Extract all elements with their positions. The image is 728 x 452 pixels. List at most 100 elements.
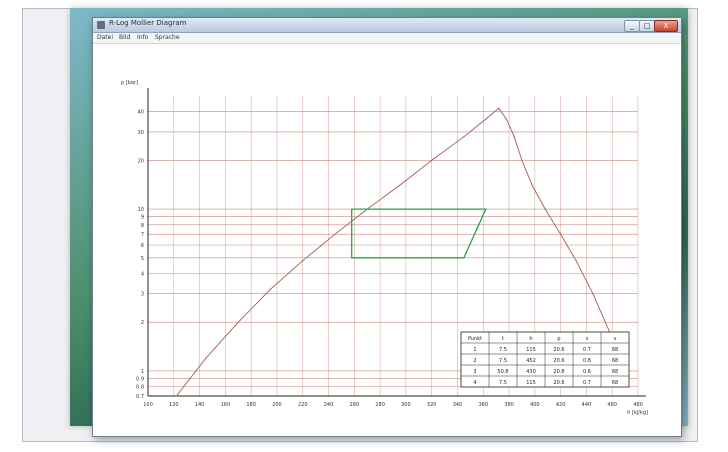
y-axis-label: p [bar] bbox=[121, 80, 138, 86]
x-tick-label: 400 bbox=[530, 402, 540, 408]
x-tick-label: 100 bbox=[143, 402, 153, 408]
series-point bbox=[485, 118, 487, 120]
series-point bbox=[269, 288, 272, 290]
point-table-cell: 0.7 bbox=[583, 347, 591, 353]
x-tick-label: 140 bbox=[195, 402, 205, 408]
point-table-header: Punkt bbox=[468, 336, 482, 342]
point-table-header: s bbox=[586, 336, 589, 342]
saturated-liquid-line bbox=[176, 107, 499, 397]
close-button[interactable]: X bbox=[654, 20, 678, 32]
series-point bbox=[560, 233, 562, 235]
y-tick-label: 6 bbox=[141, 243, 144, 249]
series-point bbox=[531, 184, 533, 187]
point-table-cell: 68 bbox=[612, 347, 618, 353]
x-tick-label: 320 bbox=[427, 402, 437, 408]
point-table-cell: 20.6 bbox=[553, 358, 564, 364]
point-table-cell: 20.6 bbox=[553, 380, 564, 386]
point-table-cell: 68 bbox=[612, 380, 618, 386]
menu-item-info[interactable]: Info bbox=[137, 34, 149, 41]
point-table-cell: 68 bbox=[612, 369, 618, 375]
y-tick-label: 7 bbox=[141, 232, 144, 238]
title-bar[interactable]: R-Log Mollier Diagram _ □ X bbox=[93, 18, 681, 33]
point-table-cell: 0.6 bbox=[583, 369, 591, 375]
series-point bbox=[513, 136, 515, 138]
point-table-cell: 7.5 bbox=[499, 380, 507, 386]
series-point bbox=[592, 293, 594, 295]
y-tick-label: 3 bbox=[141, 292, 144, 298]
x-tick-label: 380 bbox=[504, 402, 514, 408]
series-point bbox=[237, 321, 239, 323]
x-tick-label: 160 bbox=[221, 402, 231, 408]
point-table-cell: 115 bbox=[526, 347, 536, 353]
x-tick-label: 260 bbox=[350, 402, 360, 408]
menu-item-language[interactable]: Sprache bbox=[155, 34, 180, 41]
series-point bbox=[463, 257, 465, 259]
y-tick-label: 4 bbox=[141, 272, 144, 278]
series-point bbox=[175, 395, 177, 397]
application-window: R-Log Mollier Diagram _ □ X Datei Bild I… bbox=[92, 17, 682, 437]
y-tick-label: 2 bbox=[141, 320, 144, 326]
point-table-header: h bbox=[529, 336, 532, 342]
point-table-cell: 4 bbox=[473, 380, 476, 386]
x-tick-label: 440 bbox=[582, 402, 592, 408]
maximize-button[interactable]: □ bbox=[639, 20, 655, 32]
x-tick-label: 460 bbox=[607, 402, 617, 408]
y-tick-label: 0.9 bbox=[136, 376, 144, 382]
series-point bbox=[498, 107, 500, 109]
app-icon bbox=[97, 21, 105, 29]
x-tick-label: 180 bbox=[246, 402, 256, 408]
saturated-vapor-line bbox=[498, 108, 613, 339]
y-tick-label: 30 bbox=[138, 130, 144, 136]
y-tick-label: 1 bbox=[141, 369, 144, 375]
point-table-cell: 430 bbox=[526, 369, 536, 375]
point-table-cell: 0.8 bbox=[583, 358, 591, 364]
window-title: R-Log Mollier Diagram bbox=[109, 19, 187, 27]
minimize-button[interactable]: _ bbox=[624, 20, 640, 32]
point-table-cell: 3 bbox=[473, 369, 476, 375]
point-table-cell: 7.5 bbox=[499, 358, 507, 364]
point-table-cell: 68 bbox=[612, 358, 618, 364]
point-table-cell: 20.6 bbox=[553, 347, 564, 353]
y-tick-label: 8 bbox=[141, 223, 144, 229]
point-table-cell: 50.8 bbox=[497, 369, 508, 375]
x-tick-label: 360 bbox=[478, 402, 488, 408]
x-tick-label: 200 bbox=[272, 402, 282, 408]
x-tick-label: 480 bbox=[633, 402, 643, 408]
mollier-chart: 100 120 140 160 180 200 220 240 260 280 300 320 340 3… bbox=[121, 80, 648, 416]
x-tick-label: 120 bbox=[169, 402, 179, 408]
menu-item-image[interactable]: Bild bbox=[119, 34, 131, 41]
y-tick-label: 10 bbox=[138, 207, 144, 213]
series-point bbox=[351, 208, 353, 210]
menu-item-file[interactable]: Datei bbox=[97, 34, 114, 41]
series-point bbox=[505, 118, 508, 120]
series-point bbox=[463, 136, 465, 138]
y-tick-label: 40 bbox=[138, 110, 144, 116]
x-axis-label: h [kJ/kg] bbox=[627, 410, 648, 416]
series-point bbox=[521, 159, 523, 161]
series-point bbox=[575, 260, 577, 262]
x-tick-label: 300 bbox=[401, 402, 411, 408]
point-table-cell: 20.8 bbox=[553, 369, 564, 375]
point-table-cell: 2 bbox=[473, 358, 476, 364]
menu-bar: Datei Bild Info Sprache bbox=[93, 33, 681, 44]
point-table-cell: 0.7 bbox=[583, 380, 591, 386]
y-tick-label: 20 bbox=[138, 158, 144, 164]
x-tick-label: 340 bbox=[453, 402, 463, 408]
series-point bbox=[398, 184, 401, 187]
y-tick-label: 9 bbox=[141, 215, 144, 221]
x-tick-label: 280 bbox=[375, 402, 385, 408]
point-table-cell: 452 bbox=[526, 358, 536, 364]
series-point bbox=[544, 208, 546, 210]
y-tick-label: 5 bbox=[141, 256, 144, 262]
point-table-cell: 1 bbox=[473, 347, 476, 353]
point-table-cell: 7.5 bbox=[499, 347, 507, 353]
series-point bbox=[431, 159, 433, 161]
series-point bbox=[334, 233, 336, 235]
x-tick-label: 240 bbox=[324, 402, 334, 408]
point-table-header: v bbox=[614, 336, 617, 342]
y-tick-label: 0.8 bbox=[136, 385, 144, 391]
series-point bbox=[302, 260, 304, 262]
series-point bbox=[485, 208, 487, 210]
point-table-cell: 115 bbox=[526, 380, 536, 386]
point-table-header: p bbox=[557, 336, 560, 342]
